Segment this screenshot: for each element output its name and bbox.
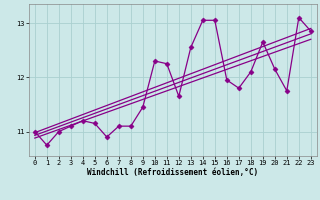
X-axis label: Windchill (Refroidissement éolien,°C): Windchill (Refroidissement éolien,°C) [87,168,258,177]
